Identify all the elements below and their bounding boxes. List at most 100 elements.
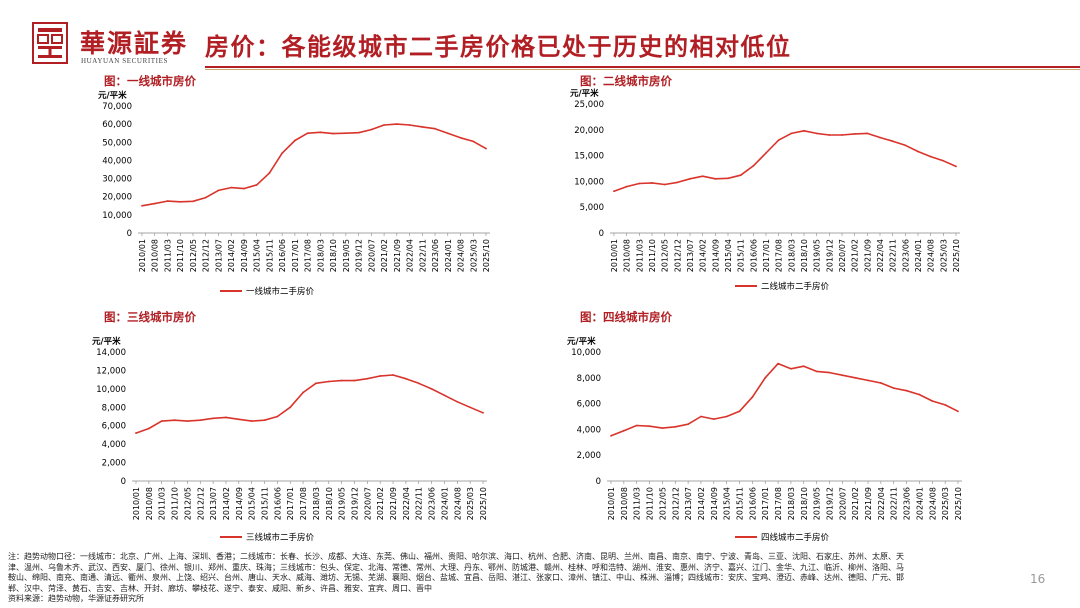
x-tick-label: 2017/08 bbox=[775, 239, 784, 272]
x-tick-label: 2013/07 bbox=[214, 239, 223, 272]
x-tick-label: 2025/03 bbox=[466, 487, 475, 520]
legend-label: 一线城市二手房价 bbox=[246, 286, 315, 297]
x-tick-label: 2015/11 bbox=[737, 239, 746, 272]
data-point bbox=[777, 139, 780, 142]
x-tick-label: 2018/10 bbox=[800, 239, 809, 272]
data-point bbox=[237, 418, 240, 421]
y-tick-label: 14,000 bbox=[96, 348, 126, 358]
data-point bbox=[622, 429, 625, 432]
x-tick-label: 2012/12 bbox=[202, 239, 211, 272]
data-point bbox=[853, 133, 856, 135]
x-tick-label: 2019/12 bbox=[825, 487, 834, 520]
y-axis-unit-label: 元/平米 bbox=[570, 88, 599, 99]
data-point bbox=[344, 132, 347, 135]
data-point bbox=[408, 124, 411, 126]
y-tick-label: 15,000 bbox=[574, 152, 604, 162]
data-point bbox=[230, 186, 233, 189]
y-tick-label: 20,000 bbox=[574, 126, 604, 136]
data-point bbox=[917, 150, 919, 153]
footnote: 注：趋势动物口径：一线城市：北京、广州、上海、深圳、香港；二线城市：长春、长沙、… bbox=[8, 552, 1018, 605]
data-point bbox=[739, 174, 742, 177]
x-tick-label: 2018/10 bbox=[325, 487, 334, 520]
x-tick-label: 2011/10 bbox=[648, 239, 657, 272]
data-point bbox=[446, 132, 449, 135]
series-line bbox=[613, 129, 957, 192]
data-point bbox=[674, 425, 677, 428]
page-number: 16 bbox=[1030, 572, 1046, 586]
data-point bbox=[841, 134, 843, 136]
data-point bbox=[383, 124, 385, 126]
x-tick-label: 2018/10 bbox=[800, 487, 809, 520]
data-point bbox=[752, 165, 755, 167]
x-tick-label: 2021/09 bbox=[863, 239, 872, 272]
data-point bbox=[302, 391, 304, 394]
x-tick-label: 2015/11 bbox=[736, 487, 745, 520]
x-tick-label: 2023/06 bbox=[901, 239, 910, 272]
x-tick-label: 2016/06 bbox=[273, 487, 282, 520]
x-tick-label: 2011/03 bbox=[635, 239, 644, 272]
data-point bbox=[613, 190, 615, 193]
x-tick-label: 2025/10 bbox=[954, 487, 963, 520]
x-tick-label: 2021/02 bbox=[851, 487, 860, 520]
data-point bbox=[395, 123, 398, 126]
data-point bbox=[186, 420, 189, 423]
data-point bbox=[701, 175, 704, 178]
x-tick-label: 2014/02 bbox=[227, 239, 236, 272]
brand-name: 華源証券 bbox=[80, 29, 189, 58]
data-point bbox=[430, 387, 433, 390]
data-point bbox=[944, 403, 947, 406]
x-tick-label: 2017/08 bbox=[774, 487, 783, 520]
data-point bbox=[179, 200, 182, 203]
y-tick-label: 6,000 bbox=[102, 422, 126, 432]
data-point bbox=[841, 374, 844, 377]
data-point bbox=[700, 415, 702, 418]
x-tick-label: 2010/08 bbox=[620, 487, 629, 520]
y-tick-label: 10,000 bbox=[574, 177, 604, 187]
data-point bbox=[250, 420, 253, 423]
data-point bbox=[332, 132, 335, 135]
data-point bbox=[803, 129, 805, 132]
x-tick-label: 2015/04 bbox=[248, 487, 257, 520]
data-point bbox=[353, 379, 356, 382]
chart-tier1-city-price: 元/平米 0 10,000 20,000 30,000 40,000 50,000 60,00… bbox=[98, 90, 491, 297]
x-tick-label: 2014/02 bbox=[222, 487, 231, 520]
data-point bbox=[212, 417, 215, 420]
y-tick-label: 5,000 bbox=[580, 203, 604, 213]
x-tick-label: 2012/12 bbox=[671, 487, 680, 520]
data-point bbox=[379, 375, 382, 377]
x-tick-label: 2017/08 bbox=[299, 487, 308, 520]
data-point bbox=[434, 127, 436, 130]
x-tick-label: 2018/03 bbox=[787, 239, 796, 272]
data-point bbox=[459, 136, 462, 139]
data-point bbox=[866, 132, 869, 135]
data-point bbox=[281, 152, 284, 155]
data-point bbox=[828, 134, 831, 136]
y-tick-label: 4,000 bbox=[102, 440, 126, 450]
x-tick-label: 2024/01 bbox=[444, 239, 453, 272]
y-tick-label: 0 bbox=[599, 229, 604, 239]
x-tick-label: 2019/05 bbox=[342, 239, 351, 272]
y-tick-label: 4,000 bbox=[577, 425, 601, 435]
x-tick-label: 2015/11 bbox=[265, 239, 274, 272]
data-point bbox=[918, 393, 921, 396]
x-tick-label: 2019/05 bbox=[338, 487, 347, 520]
x-tick-label: 2016/06 bbox=[749, 239, 758, 272]
header-divider-accent bbox=[205, 69, 1080, 70]
y-tick-label: 50,000 bbox=[102, 138, 132, 148]
x-tick-label: 2022/04 bbox=[406, 239, 415, 272]
x-tick-label: 2013/07 bbox=[209, 487, 218, 520]
x-tick-label: 2022/11 bbox=[890, 487, 899, 520]
data-point bbox=[370, 128, 373, 131]
brand-logo-icon bbox=[32, 22, 68, 64]
x-tick-label: 2025/10 bbox=[952, 239, 961, 272]
y-tick-label: 60,000 bbox=[102, 120, 132, 130]
y-tick-label: 6,000 bbox=[577, 400, 601, 410]
brand-name-en: HUAYUAN SECURITIES bbox=[81, 57, 168, 65]
y-tick-label: 8,000 bbox=[577, 374, 601, 384]
chart-tier4-city-price: 元/平米 0 2,000 4,000 6,000 8,000 10,000 2010/01 20… bbox=[567, 336, 963, 543]
data-point bbox=[802, 365, 805, 368]
data-point bbox=[217, 189, 220, 192]
data-point bbox=[879, 136, 881, 139]
data-point bbox=[469, 406, 472, 409]
y-tick-label: 10,000 bbox=[102, 211, 132, 221]
